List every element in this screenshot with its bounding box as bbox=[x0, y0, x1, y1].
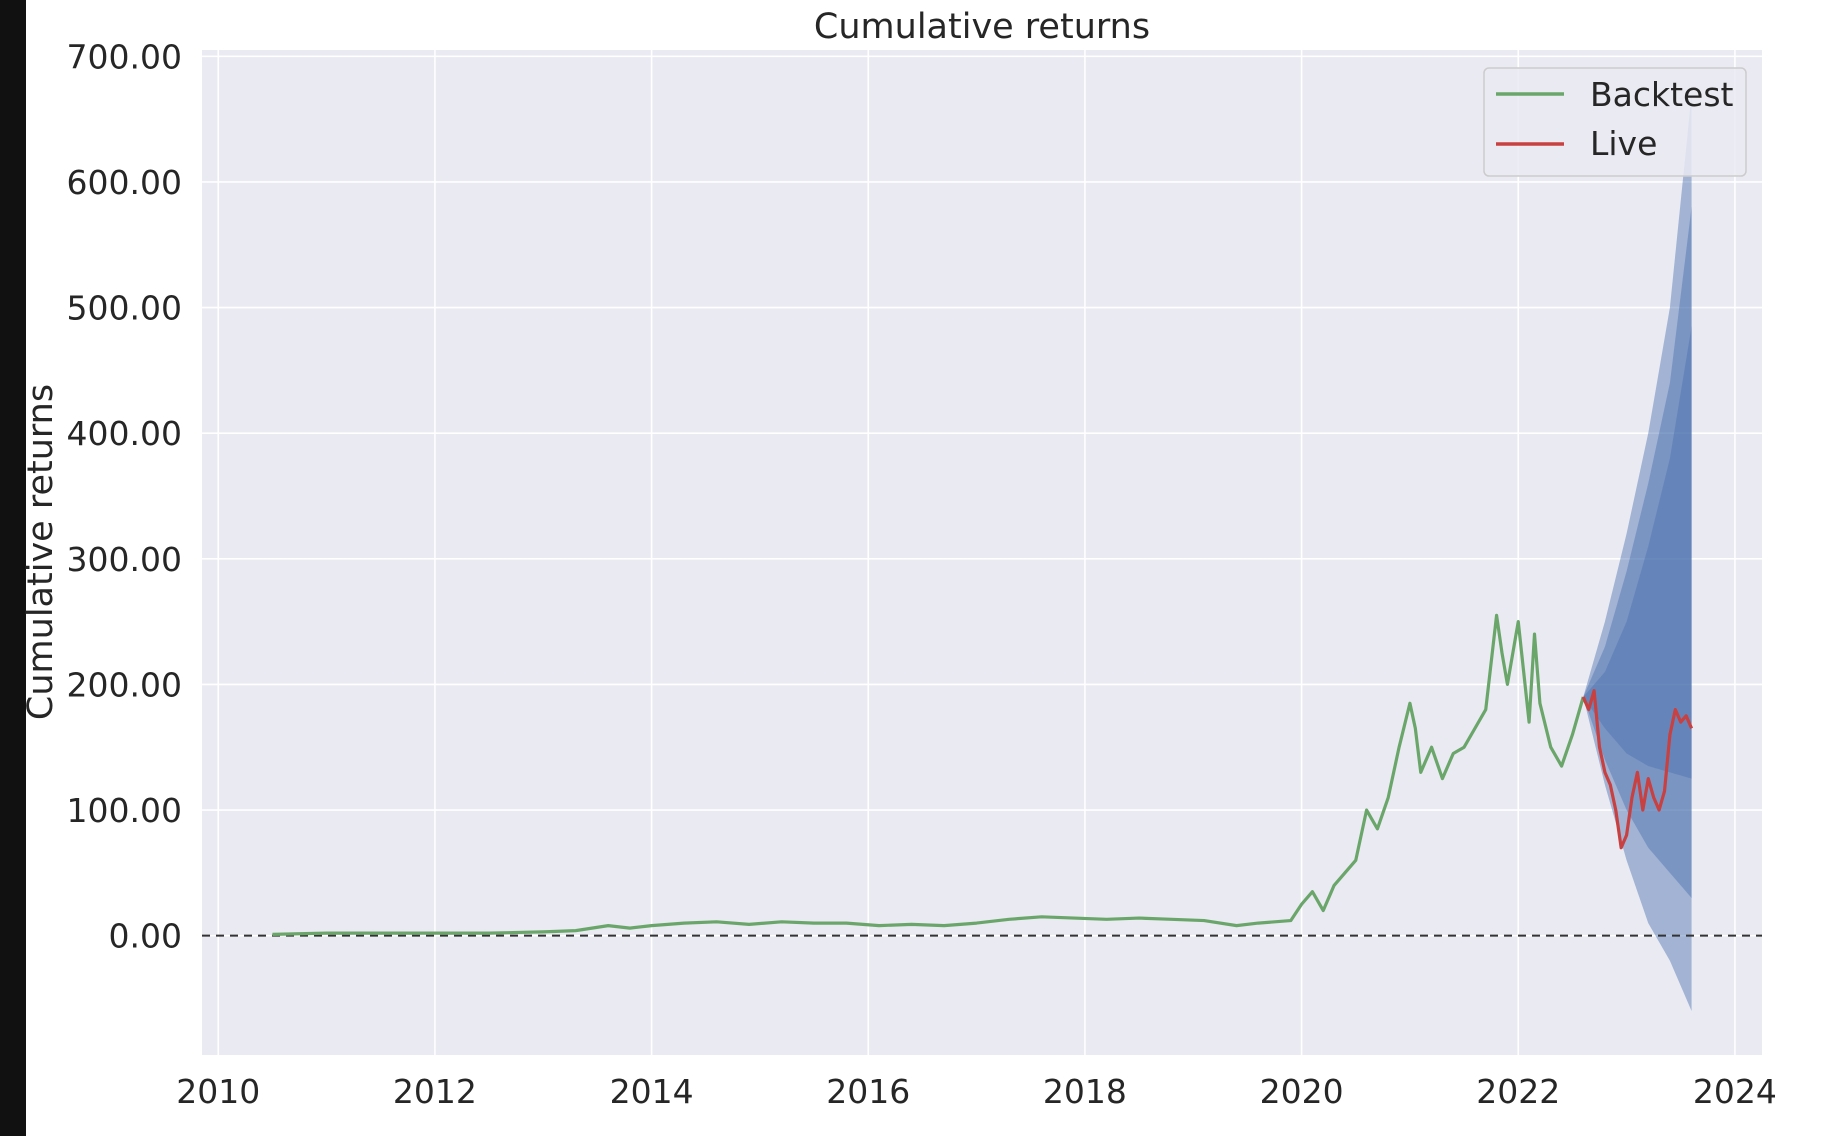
x-tick-label: 2024 bbox=[1693, 1072, 1777, 1111]
plot-area bbox=[202, 50, 1762, 1055]
y-tick-label: 200.00 bbox=[67, 665, 182, 704]
y-tick-label: 0.00 bbox=[109, 917, 182, 956]
y-tick-label: 600.00 bbox=[67, 163, 182, 202]
series-line-live bbox=[1581, 689, 1694, 850]
x-tick-label: 2018 bbox=[1043, 1072, 1127, 1111]
y-tick-label: 400.00 bbox=[67, 414, 182, 453]
x-tick-label: 2010 bbox=[176, 1072, 260, 1111]
series-layer bbox=[272, 613, 1694, 936]
y-tick-label: 700.00 bbox=[67, 37, 182, 76]
cone-band-2 bbox=[1583, 207, 1692, 898]
x-tick-label: 2020 bbox=[1260, 1072, 1344, 1111]
y-tick-label: 500.00 bbox=[67, 289, 182, 328]
legend-live-label: Live bbox=[1590, 124, 1657, 163]
x-tick-label: 2022 bbox=[1476, 1072, 1560, 1111]
window-edge bbox=[0, 0, 26, 1136]
y-tick-label: 100.00 bbox=[67, 791, 182, 830]
x-tick-label: 2016 bbox=[826, 1072, 910, 1111]
series-line-backtest bbox=[272, 613, 1585, 936]
y-tick-label: 300.00 bbox=[67, 540, 182, 579]
cone-band-3 bbox=[1583, 326, 1692, 779]
y-axis-ticks: 0.00 100.00 200.00 300.00 400.00 500.00 600.00… bbox=[67, 37, 182, 955]
y-axis-label: Cumulative returns bbox=[21, 384, 61, 720]
x-axis-ticks: 2010 2012 2014 2016 2018 2020 2022 2024 bbox=[176, 1072, 1777, 1111]
chart-title: Cumulative returns bbox=[814, 7, 1150, 47]
legend: Backtest Live bbox=[1483, 67, 1747, 177]
legend-backtest-label: Backtest bbox=[1590, 75, 1734, 114]
x-tick-label: 2014 bbox=[610, 1072, 694, 1111]
x-tick-label: 2012 bbox=[393, 1072, 477, 1111]
